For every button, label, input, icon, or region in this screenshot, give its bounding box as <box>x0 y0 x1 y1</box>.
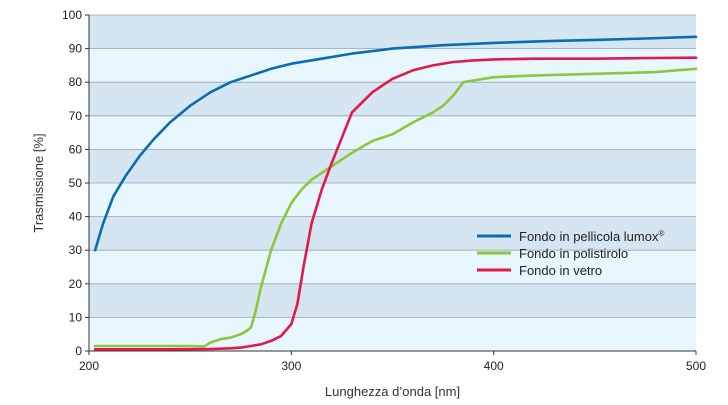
x-tick-label-500: 500 <box>686 359 706 373</box>
x-tick-label-200: 200 <box>79 359 99 373</box>
series-line-3 <box>93 56 698 351</box>
band-90-100 <box>89 15 696 49</box>
y-tick-label-30: 30 <box>69 243 83 257</box>
x-tick-label-400: 400 <box>484 359 504 373</box>
x-tick-label-300: 300 <box>281 359 301 373</box>
y-tick-label-100: 100 <box>62 8 82 22</box>
y-tick-label-50: 50 <box>69 176 83 190</box>
y-tick-label-60: 60 <box>69 142 83 156</box>
y-tick-label-90: 90 <box>69 42 83 56</box>
y-tick-label-80: 80 <box>69 75 83 89</box>
band-80-90 <box>89 48 696 83</box>
legend-label-3: Fondo in vetro <box>519 263 602 278</box>
band-50-60 <box>89 149 696 183</box>
y-tick-label-0: 0 <box>75 344 82 358</box>
band-30-40 <box>89 216 696 251</box>
series-lines <box>93 35 698 351</box>
y-tick-label-70: 70 <box>69 109 83 123</box>
legend-registered-mark: ® <box>658 229 664 238</box>
legend-label-1: Fondo in pellicola lumox® <box>519 229 664 244</box>
x-tick-labels: 200 300 400 500 <box>79 359 706 373</box>
series-line-2 <box>93 67 698 348</box>
y-tick-label-20: 20 <box>69 277 83 291</box>
band-20-30 <box>89 250 696 284</box>
plot-background-bands <box>89 15 696 351</box>
series-line-1 <box>93 35 698 252</box>
x-axis-title: Lunghezza d’onda [nm] <box>325 384 460 399</box>
band-60-70 <box>89 115 696 150</box>
legend: Fondo in pellicola lumox® Fondo in polist… <box>477 229 664 278</box>
band-10-20 <box>89 283 696 318</box>
axes <box>85 14 697 355</box>
gridlines <box>89 14 696 318</box>
y-tick-label-40: 40 <box>69 210 83 224</box>
legend-label-2: Fondo in polistirolo <box>519 246 628 261</box>
band-40-50 <box>89 183 696 217</box>
y-tick-label-10: 10 <box>69 310 83 324</box>
band-70-80 <box>89 82 696 116</box>
y-axis-title: Trasmissione [%] <box>31 133 46 232</box>
y-tick-labels: 0 10 20 30 40 50 60 70 80 90 100 <box>62 8 82 358</box>
